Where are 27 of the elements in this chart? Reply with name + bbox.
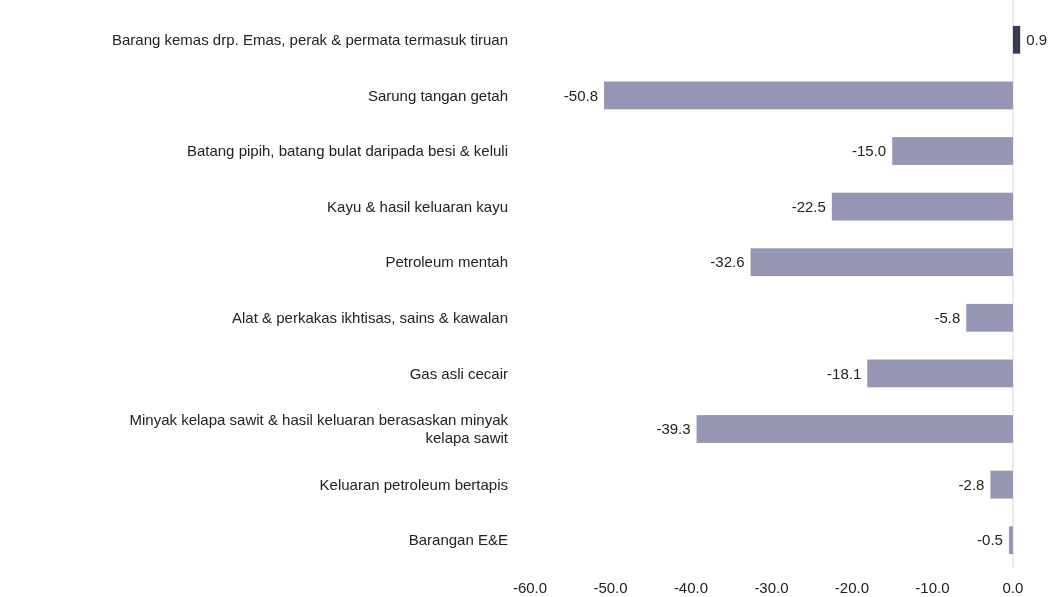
x-tick-label: -20.0: [834, 579, 870, 596]
y-tick-label: Kayu & hasil keluaran kayu: [327, 197, 508, 215]
x-tick-label: -50.0: [593, 579, 628, 596]
y-tick-label: Barang kemas drp. Emas, perak & permata termasuk tiruan: [111, 31, 508, 49]
y-tick-label: Barangan E&E: [408, 531, 508, 549]
data-label: -2.8: [958, 475, 985, 493]
x-tick-label: -10.0: [915, 579, 950, 596]
data-label: -22.5: [791, 197, 826, 215]
y-tick-label: Minyak kelapa sawit & hasil keluaran berasaskan minyak kelapa sawit: [129, 411, 509, 447]
data-label: -32.6: [710, 253, 745, 271]
x-tick-label: -40.0: [673, 579, 709, 596]
x-tick-label: -30.0: [754, 579, 789, 596]
y-tick-label: Gas asli cecair: [409, 364, 508, 382]
data-label: -18.1: [827, 364, 862, 382]
y-tick-label: Keluaran petroleum bertapis: [319, 475, 508, 493]
y-tick-label: Alat & perkakas ikhtisas, sains & kawalan: [232, 309, 508, 327]
data-label: -0.5: [977, 531, 1003, 549]
data-label: -39.3: [656, 420, 691, 438]
y-tick-label: Sarung tangan getah: [367, 86, 508, 104]
y-tick-label: Batang pipih, batang bulat daripada besi & keluli: [186, 142, 508, 160]
x-tick-label: 0.0: [1002, 579, 1024, 596]
y-tick-label: Petroleum mentah: [385, 253, 508, 271]
data-label: 0.9: [1026, 31, 1048, 49]
x-tick-label: -60.0: [512, 579, 548, 596]
data-label: -15.0: [852, 142, 887, 160]
data-label: -5.8: [934, 309, 961, 327]
data-label: -50.8: [563, 86, 599, 104]
